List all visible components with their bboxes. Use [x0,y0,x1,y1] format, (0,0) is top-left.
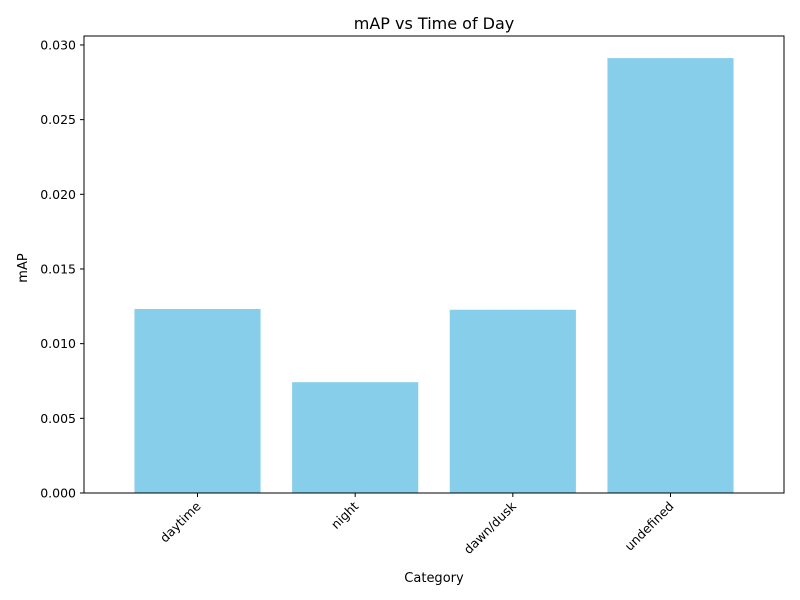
y-axis-ticks: 0.000 0.005 0.010 0.015 0.020 0.025 0.030 [40,37,84,501]
x-tick-label: daytime [157,498,204,545]
x-axis-title: Category [404,571,464,586]
bar-night [292,382,419,493]
y-tick-label: 0.000 [40,486,76,501]
x-axis-ticks: daytime night dawn/dusk undefined [157,493,677,557]
plot-frame [83,35,785,494]
y-tick-label: 0.005 [40,411,76,426]
x-tick-label: night [328,498,361,531]
y-tick-label: 0.030 [40,37,76,52]
y-tick-label: 0.010 [40,336,76,351]
bars-layer [134,58,734,493]
x-tick-label: undefined [622,499,677,554]
y-axis-title: mAP [16,253,31,283]
y-tick-label: 0.020 [40,187,76,202]
bar-undefined [607,58,734,493]
x-tick-label: dawn/dusk [461,498,520,557]
y-tick-label: 0.025 [40,112,76,127]
bar-dawn-dusk [449,309,576,493]
chart-title: mAP vs Time of Day [354,14,515,33]
bar-daytime [134,309,261,493]
y-tick-label: 0.015 [40,261,76,276]
